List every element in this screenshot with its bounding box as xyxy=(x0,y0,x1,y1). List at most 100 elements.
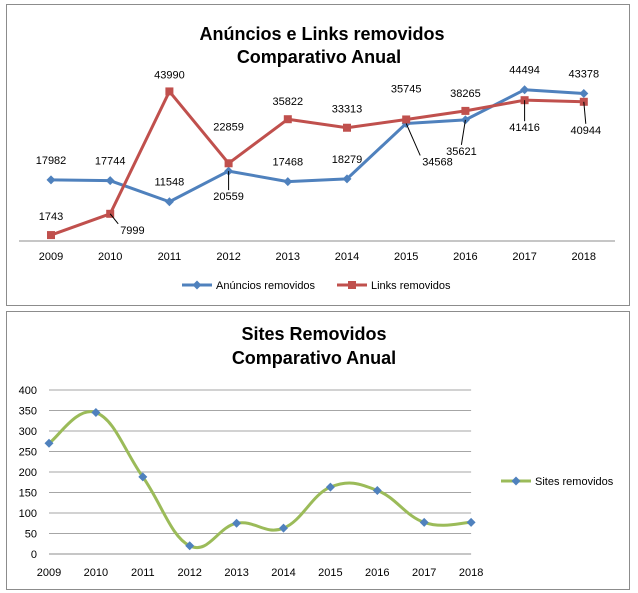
y-tick-label: 350 xyxy=(19,406,37,418)
label-leader-line xyxy=(405,123,421,156)
data-point xyxy=(283,177,293,187)
legend-marker xyxy=(192,280,202,290)
chart-subtitle: Comparativo Anual xyxy=(232,348,396,368)
x-tick-label: 2014 xyxy=(335,251,359,263)
data-label: 38265 xyxy=(450,88,481,100)
x-tick-label: 2009 xyxy=(39,251,63,263)
data-label: 35745 xyxy=(391,83,422,95)
x-tick-label: 2013 xyxy=(276,251,300,263)
data-label: 44494 xyxy=(509,65,540,77)
x-tick-label: 2012 xyxy=(216,251,240,263)
data-label: 33313 xyxy=(332,104,363,116)
x-tick-label: 2015 xyxy=(394,251,418,263)
data-label: 20559 xyxy=(213,191,244,203)
x-tick-label: 2009 xyxy=(37,567,61,579)
y-tick-label: 400 xyxy=(19,385,37,397)
series-line xyxy=(50,89,584,237)
chart-title: Anúncios e Links removidos xyxy=(199,24,444,44)
data-point xyxy=(461,106,470,115)
x-tick-label: 2018 xyxy=(459,567,483,579)
data-point xyxy=(105,176,115,186)
chart-title: Sites Removidos xyxy=(241,324,386,344)
data-label: 18279 xyxy=(332,154,363,166)
data-label: 22859 xyxy=(213,121,244,133)
data-label: 7999 xyxy=(120,225,144,237)
gridlines xyxy=(49,389,472,555)
x-tick-label: 2010 xyxy=(84,567,108,579)
y-tick-label: 200 xyxy=(19,467,37,479)
x-tick-label: 2016 xyxy=(365,567,389,579)
x-tick-label: 2011 xyxy=(131,567,155,579)
y-tick-label: 0 xyxy=(31,549,37,561)
series-group xyxy=(44,408,476,551)
label-leader-line xyxy=(109,213,119,225)
x-axis-ticks: 2009 2010 2011 2012 2013 2014 2015 2016 2017 2018 xyxy=(37,567,484,579)
data-point xyxy=(520,85,530,95)
data-label: 11548 xyxy=(155,177,185,189)
chart-subtitle: Comparativo Anual xyxy=(237,47,401,67)
x-tick-label: 2018 xyxy=(572,251,596,263)
chart-panel-sites: Sites Removidos Comparativo Anual 0 50 100… xyxy=(6,311,630,590)
data-point xyxy=(579,89,589,99)
legend-label: Links removidos xyxy=(371,280,451,292)
data-point xyxy=(372,485,382,495)
legend: Anúncios removidos Links removidos xyxy=(182,280,451,292)
data-point xyxy=(466,517,476,527)
data-point xyxy=(283,115,292,124)
data-point xyxy=(279,523,288,533)
data-point xyxy=(46,175,56,185)
data-label: 1743 xyxy=(39,211,63,223)
data-point xyxy=(224,159,233,168)
legend-marker xyxy=(511,476,521,486)
data-point xyxy=(91,408,101,418)
data-label: 43990 xyxy=(154,69,185,81)
x-tick-label: 2015 xyxy=(318,567,342,579)
y-tick-label: 150 xyxy=(19,488,37,500)
data-point xyxy=(164,197,174,207)
y-tick-label: 50 xyxy=(25,529,37,541)
y-tick-label: 250 xyxy=(19,447,37,459)
y-tick-label: 100 xyxy=(19,508,37,520)
x-tick-label: 2014 xyxy=(271,567,295,579)
x-tick-label: 2013 xyxy=(224,567,248,579)
legend-label: Sites removidos xyxy=(535,476,614,488)
series-group xyxy=(46,85,589,240)
data-point xyxy=(44,438,54,448)
data-labels: 17982 17744 11548 20559 17468 18279 3456835621… xyxy=(36,65,601,237)
data-label: 40944 xyxy=(571,125,602,137)
data-label: 17468 xyxy=(273,157,304,169)
legend-label: Anúncios removidos xyxy=(216,280,316,292)
x-tick-label: 2011 xyxy=(158,251,182,263)
x-tick-label: 2017 xyxy=(512,251,536,263)
data-point xyxy=(419,517,429,527)
x-tick-label: 2017 xyxy=(412,567,436,579)
chart-panel-ads-links: Anúncios e Links removidos Comparativo A… xyxy=(6,4,630,306)
chart-sites: Sites Removidos Comparativo Anual 0 50 100… xyxy=(19,324,614,579)
data-label: 35621 xyxy=(446,146,477,158)
data-point xyxy=(185,541,195,551)
x-tick-label: 2012 xyxy=(177,567,201,579)
data-label: 35822 xyxy=(273,96,304,108)
data-point xyxy=(325,482,335,492)
series-line xyxy=(50,88,584,204)
data-point xyxy=(47,231,55,240)
series-line xyxy=(48,410,472,550)
data-label: 43378 xyxy=(569,69,600,81)
data-point xyxy=(232,518,242,528)
data-point xyxy=(165,87,174,96)
chart-ads-links: Anúncios e Links removidos Comparativo A… xyxy=(19,24,615,292)
data-point xyxy=(138,472,148,482)
data-label: 17982 xyxy=(36,155,67,167)
data-label: 41416 xyxy=(509,122,540,134)
data-label: 17744 xyxy=(95,156,126,168)
x-tick-label: 2010 xyxy=(98,251,122,263)
label-leader-line xyxy=(583,101,587,124)
legend: Sites removidos xyxy=(501,476,614,488)
y-axis-ticks: 0 50 100 150 200 250 300 350 400 xyxy=(19,385,37,561)
y-tick-label: 300 xyxy=(19,426,37,438)
data-point xyxy=(342,174,352,184)
x-axis-ticks: 2009 2010 2011 2012 2013 2014 2015 2016 2017 2018 xyxy=(39,251,596,263)
data-point xyxy=(343,123,351,132)
label-leader-line xyxy=(460,119,466,145)
x-tick-label: 2016 xyxy=(453,251,477,263)
